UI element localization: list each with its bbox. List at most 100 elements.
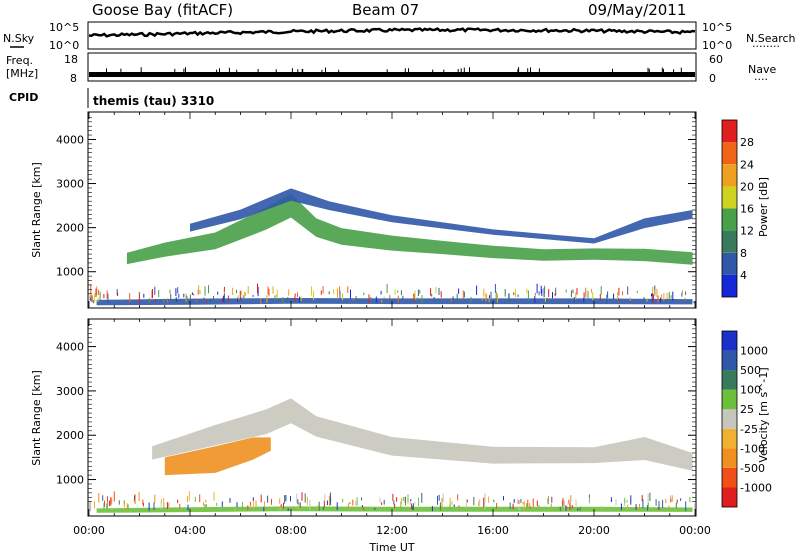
x-tick-label: 08:00 bbox=[275, 524, 307, 537]
colorbar-swatch bbox=[722, 350, 737, 371]
power-y-axis: 1000 2000 3000 4000 bbox=[56, 117, 696, 295]
negative-velocity-patch bbox=[164, 437, 271, 476]
colorbar-tick-label: -500 bbox=[740, 462, 765, 475]
velocity-near-range-speckle bbox=[89, 491, 695, 512]
beam-title: Beam 07 bbox=[352, 1, 419, 19]
x-tick-label: 20:00 bbox=[578, 524, 610, 537]
x-axis-label: Time UT bbox=[368, 541, 414, 554]
colorbar-tick-label: 4 bbox=[740, 269, 747, 282]
noise-panel-frame bbox=[87, 21, 697, 50]
noise-left-tick-low: 10^0 bbox=[49, 39, 79, 52]
freq-panel-frame bbox=[87, 52, 697, 82]
colorbar-tick-label: -100 bbox=[740, 442, 765, 455]
colorbar-frame bbox=[721, 119, 738, 298]
colorbar-frame bbox=[721, 330, 738, 508]
noise-left-label: N.Sky bbox=[3, 32, 35, 45]
colorbar-swatch bbox=[722, 186, 737, 209]
x-tick-label: 12:00 bbox=[376, 524, 408, 537]
station-title: Goose Bay (fitACF) bbox=[92, 1, 233, 19]
colorbar-swatch bbox=[722, 230, 737, 253]
colorbar-swatch bbox=[722, 389, 737, 410]
colorbar-swatch bbox=[722, 409, 737, 429]
x-axis-tick-labels: 00:00 04:00 08:00 12:00 16:00 20:00 00:00 bbox=[73, 524, 711, 537]
velocity-y-axis: 1000 2000 3000 4000 bbox=[56, 324, 696, 503]
nave-tick-high: 60 bbox=[709, 53, 723, 66]
colorbar-swatch bbox=[722, 252, 737, 275]
nave-marker: .... bbox=[754, 70, 768, 83]
power-colorbar: 4 8 12 16 20 24 28 bbox=[721, 119, 754, 298]
colorbar-swatch bbox=[722, 142, 737, 165]
freq-label-line1: Freq. bbox=[6, 54, 33, 67]
velocity-y-label: Slant Range [km] bbox=[30, 370, 43, 466]
noise-trace bbox=[88, 27, 696, 38]
power-echoes bbox=[96, 188, 693, 306]
y-tick-label: 2000 bbox=[56, 429, 84, 442]
colorbar-swatch bbox=[722, 274, 737, 297]
colorbar-tick-label: 500 bbox=[740, 364, 761, 377]
near-range-band bbox=[96, 506, 693, 513]
y-tick-label: 4000 bbox=[56, 341, 84, 354]
colorbar-tick-label: 20 bbox=[740, 180, 754, 193]
x-tick-label: 04:00 bbox=[174, 524, 206, 537]
power-x-ticks bbox=[88, 112, 696, 308]
noise-right-tick-high: 10^5 bbox=[702, 21, 732, 34]
colorbar-tick-label: 25 bbox=[740, 403, 754, 416]
power-panel-frame bbox=[87, 111, 697, 309]
velocity-panel-frame bbox=[87, 318, 697, 517]
freq-trace bbox=[89, 72, 695, 77]
power-y-label: Slant Range [km] bbox=[30, 162, 43, 258]
colorbar-swatch bbox=[722, 164, 737, 187]
nave-label: Nave bbox=[748, 63, 776, 76]
velocity-x-ticks bbox=[88, 319, 696, 516]
colorbar-swatch bbox=[722, 448, 737, 468]
colorbar-tick-label: 100 bbox=[740, 384, 761, 397]
freq-tick-low: 8 bbox=[70, 72, 77, 85]
y-tick-label: 3000 bbox=[56, 178, 84, 191]
colorbar-tick-label: -1000 bbox=[740, 481, 772, 494]
colorbar-tick-label: -25 bbox=[740, 423, 758, 436]
noise-right-marker: ........ bbox=[752, 37, 780, 50]
velocity-colorbar: -1000 -500 -100 -25 25 100 500 1000 bbox=[721, 330, 772, 508]
velocity-colorbar-label: Velocity [m s^-1] bbox=[757, 367, 770, 462]
upper-echo-arc bbox=[190, 188, 693, 244]
y-tick-label: 3000 bbox=[56, 385, 84, 398]
nave-trace bbox=[106, 67, 682, 72]
y-tick-label: 4000 bbox=[56, 133, 84, 146]
freq-tick-high: 18 bbox=[64, 53, 78, 66]
colorbar-tick-label: 12 bbox=[740, 225, 754, 238]
x-tick-label: 00:00 bbox=[73, 524, 105, 537]
colorbar-tick-label: 28 bbox=[740, 136, 754, 149]
near-range-band bbox=[96, 298, 693, 306]
y-tick-label: 1000 bbox=[56, 474, 84, 487]
noise-left-tick-high: 10^5 bbox=[49, 21, 79, 34]
nave-tick-low: 0 bbox=[709, 72, 716, 85]
power-colorbar-label: Power [dB] bbox=[757, 177, 770, 237]
velocity-echoes bbox=[96, 398, 693, 513]
colorbar-swatch bbox=[722, 208, 737, 231]
y-tick-label: 2000 bbox=[56, 222, 84, 235]
power-panel: 1000 2000 3000 4000 Slant Range [km] 4 8 12 16… bbox=[30, 111, 770, 309]
x-tick-label: 00:00 bbox=[679, 524, 711, 537]
freq-label-line2: [MHz] bbox=[6, 67, 38, 80]
date-title: 09/May/2011 bbox=[588, 1, 686, 19]
cpid-value: themis (tau) 3310 bbox=[93, 94, 214, 108]
cpid-label: CPID bbox=[9, 91, 38, 104]
noise-panel: N.Sky 10^5 10^0 10^5 10^0 N.Search .....… bbox=[3, 21, 796, 52]
noise-right-label: N.Search bbox=[746, 32, 796, 45]
y-tick-label: 1000 bbox=[56, 266, 84, 279]
colorbar-tick-label: 16 bbox=[740, 203, 754, 216]
colorbar-tick-label: 8 bbox=[740, 247, 747, 260]
freq-panel: Freq. [MHz] 18 8 60 0 Nave .... bbox=[6, 52, 776, 85]
colorbar-swatch bbox=[722, 467, 737, 488]
main-echo-band bbox=[126, 193, 693, 265]
x-tick-label: 16:00 bbox=[477, 524, 509, 537]
colorbar-swatch bbox=[722, 487, 737, 507]
colorbar-swatch bbox=[722, 428, 737, 449]
colorbar-swatch bbox=[722, 331, 737, 351]
colorbar-tick-label: 1000 bbox=[740, 345, 768, 358]
noise-right-tick-low: 10^0 bbox=[702, 39, 732, 52]
power-near-range-speckle bbox=[89, 283, 695, 304]
colorbar-swatch bbox=[722, 370, 737, 390]
